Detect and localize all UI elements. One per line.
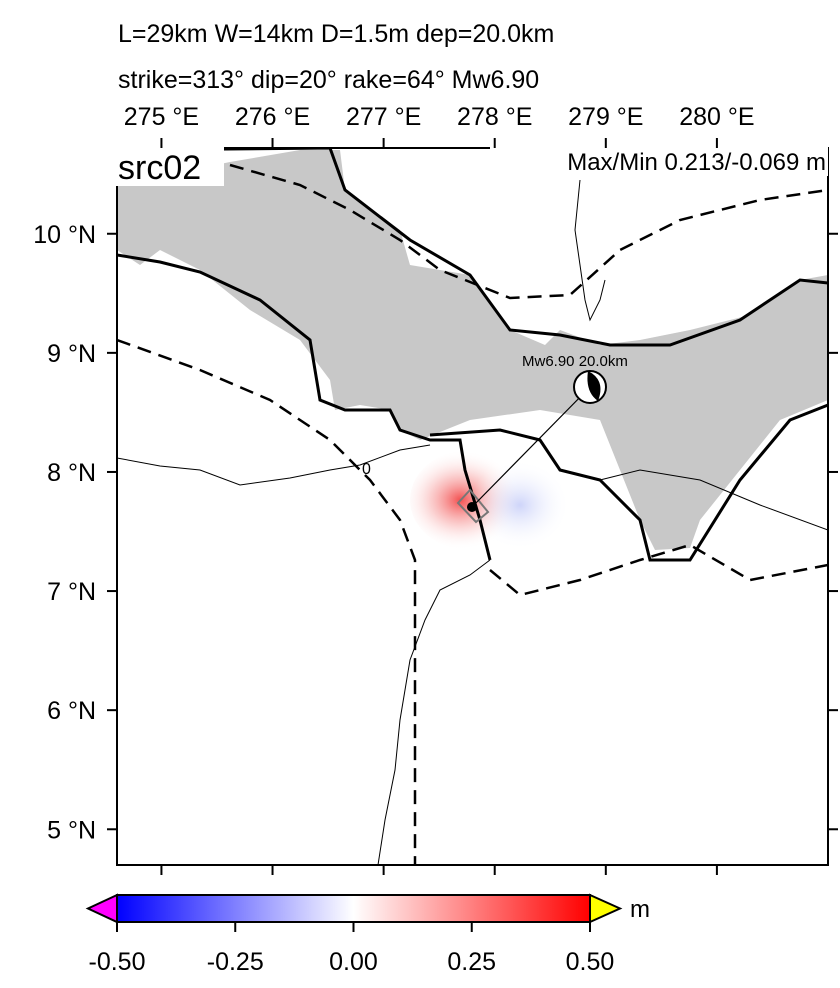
mechanism-link — [471, 386, 591, 508]
coastline-thin — [117, 179, 828, 865]
map-area: Mw6.90 20.0km 0 — [117, 148, 828, 865]
cbar-tick-label: -0.25 — [207, 948, 264, 976]
y-tick-label: 5 °N — [47, 816, 96, 844]
colorbar: m -0.50 -0.25 0.00 0.25 0.50 — [85, 893, 650, 976]
cbar-tick-label: -0.50 — [89, 948, 146, 976]
cbar-tick-label: 0.25 — [447, 948, 496, 976]
beachball — [573, 370, 607, 404]
maxmin-box — [490, 146, 828, 176]
y-tick-label: 10 °N — [33, 221, 96, 249]
cbar-tick-label: 0.50 — [566, 948, 615, 976]
source-label: src02 — [118, 149, 201, 187]
map-frame — [116, 147, 829, 866]
cbar-low-triangle — [85, 893, 118, 924]
slip-negative — [470, 460, 570, 550]
contour-label: 0 — [362, 461, 371, 478]
maxmin-label: Max/Min 0.213/-0.069 m — [567, 149, 826, 176]
title-line: L=29km W=14km D=1.5m dep=20.0km — [118, 20, 554, 48]
y-tick-label: 9 °N — [47, 340, 96, 368]
axes: 275 °E 276 °E 277 °E 278 °E 279 °E 280 °E 10 °… — [33, 103, 838, 875]
fault-plane — [456, 488, 490, 524]
y-tick-label: 6 °N — [47, 697, 96, 725]
mechanism-label: Mw6.90 20.0km — [522, 353, 628, 370]
cbar-unit: m — [630, 896, 650, 923]
x-tick-label: 280 °E — [679, 103, 754, 131]
title-line: strike=313° dip=20° rake=64° Mw6.90 — [118, 66, 539, 94]
land-mask — [117, 150, 828, 550]
x-tick-label: 277 °E — [346, 103, 421, 131]
label-box — [112, 140, 224, 186]
x-tick-label: 278 °E — [457, 103, 532, 131]
cbar-high-triangle — [589, 893, 623, 924]
x-tick-label: 275 °E — [124, 103, 199, 131]
cbar-gradient — [116, 894, 591, 923]
cbar-tick-label: 0.00 — [329, 948, 378, 976]
y-tick-label: 8 °N — [47, 459, 96, 487]
y-tick-label: 7 °N — [47, 578, 96, 606]
coastline — [117, 148, 828, 562]
x-tick-label: 279 °E — [568, 103, 643, 131]
epicenter — [467, 502, 477, 512]
zero-contour — [117, 163, 828, 865]
x-tick-label: 276 °E — [235, 103, 310, 131]
